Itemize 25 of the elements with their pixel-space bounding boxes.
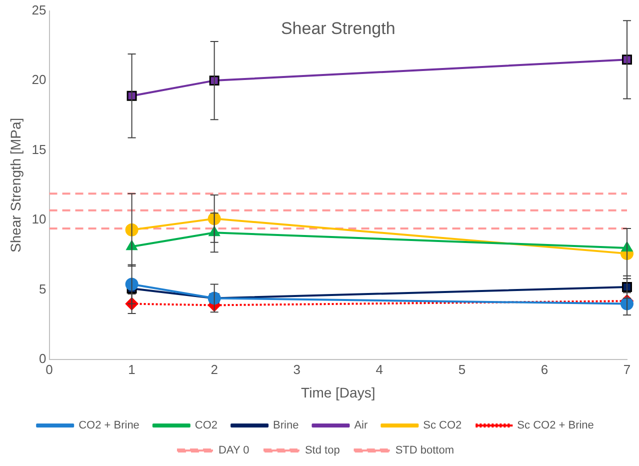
y-tick-label: 25 (32, 2, 46, 18)
x-axis-title: Time [Days] (301, 384, 376, 400)
y-tick-label: 0 (39, 351, 46, 366)
y-tick-label: 10 (32, 212, 46, 227)
text: Shear Strength (280, 18, 396, 38)
legend-label: Sc CO2 (423, 420, 462, 432)
legend-label: DAY 0 (218, 444, 250, 457)
x-tick-label: 4 (376, 362, 384, 377)
y-tick-label: 20 (32, 72, 46, 88)
x-tick-label: 5 (458, 362, 466, 377)
x-tick-label: 1 (128, 362, 136, 377)
legend-label: Std top (304, 444, 340, 457)
y-tick-label: 5 (39, 281, 46, 296)
legend-label: Sc CO2 + Brine (517, 420, 594, 432)
legend-label: CO2 + Brine (78, 420, 140, 432)
legend-label: Air (354, 420, 368, 432)
x-tick-label: 2 (210, 362, 218, 377)
x-tick-label: 7 (623, 362, 631, 377)
x-tick-label: 3 (293, 362, 300, 377)
y-axis-title: Shear Strength [MPa] (7, 118, 24, 253)
legend-label: STD bottom (395, 444, 454, 457)
x-tick-label: 6 (540, 362, 548, 377)
legend-label: CO2 (194, 420, 218, 432)
y-tick-label: 15 (32, 142, 46, 157)
legend-label: Brine (273, 420, 299, 432)
